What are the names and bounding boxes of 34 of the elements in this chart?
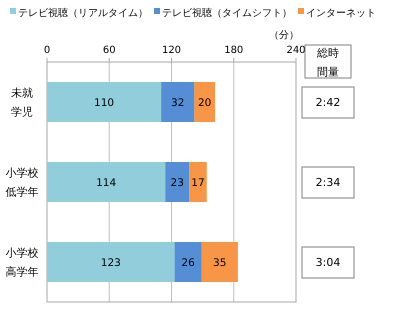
- bar: [174, 242, 202, 282]
- text: 3:04: [316, 256, 340, 269]
- x-tick-label: 120: [162, 45, 182, 56]
- data-label: 23: [170, 177, 184, 189]
- legend-label: テレビ視聴（タイムシフト）: [162, 7, 292, 19]
- data-label: 17: [191, 177, 205, 189]
- bar: [47, 162, 166, 202]
- bar: [189, 162, 207, 202]
- bar: [165, 162, 190, 202]
- x-tick-label: 180: [224, 45, 244, 56]
- data-label: 35: [213, 257, 226, 269]
- text: 総時間量: [316, 46, 339, 79]
- x-axis-title: （分）: [269, 29, 299, 41]
- data-label: 26: [181, 257, 196, 269]
- data-label: 110: [94, 97, 114, 109]
- bar: [47, 82, 162, 122]
- x-tick-label: 240: [286, 45, 306, 56]
- y-tick-label: 小学校低学年: [6, 166, 38, 199]
- data-label: 114: [96, 177, 116, 189]
- data-label: 32: [171, 97, 184, 109]
- legend-label: インターネット: [306, 8, 376, 19]
- y-tick-label: 小学校高学年: [6, 246, 38, 279]
- bar: [47, 242, 175, 282]
- bar: [202, 242, 238, 282]
- legend-label: テレビ視聴（リアルタイム）: [18, 7, 148, 19]
- text: 2:42: [316, 96, 340, 109]
- data-label: 123: [100, 257, 121, 269]
- text: 2:34: [316, 176, 340, 189]
- x-tick-label: 0: [44, 45, 50, 56]
- y-tick-label: 未就学児: [11, 86, 33, 119]
- data-label: 20: [198, 97, 212, 109]
- x-tick-label: 60: [102, 45, 116, 56]
- bar: [161, 82, 194, 122]
- bar: [194, 82, 216, 122]
